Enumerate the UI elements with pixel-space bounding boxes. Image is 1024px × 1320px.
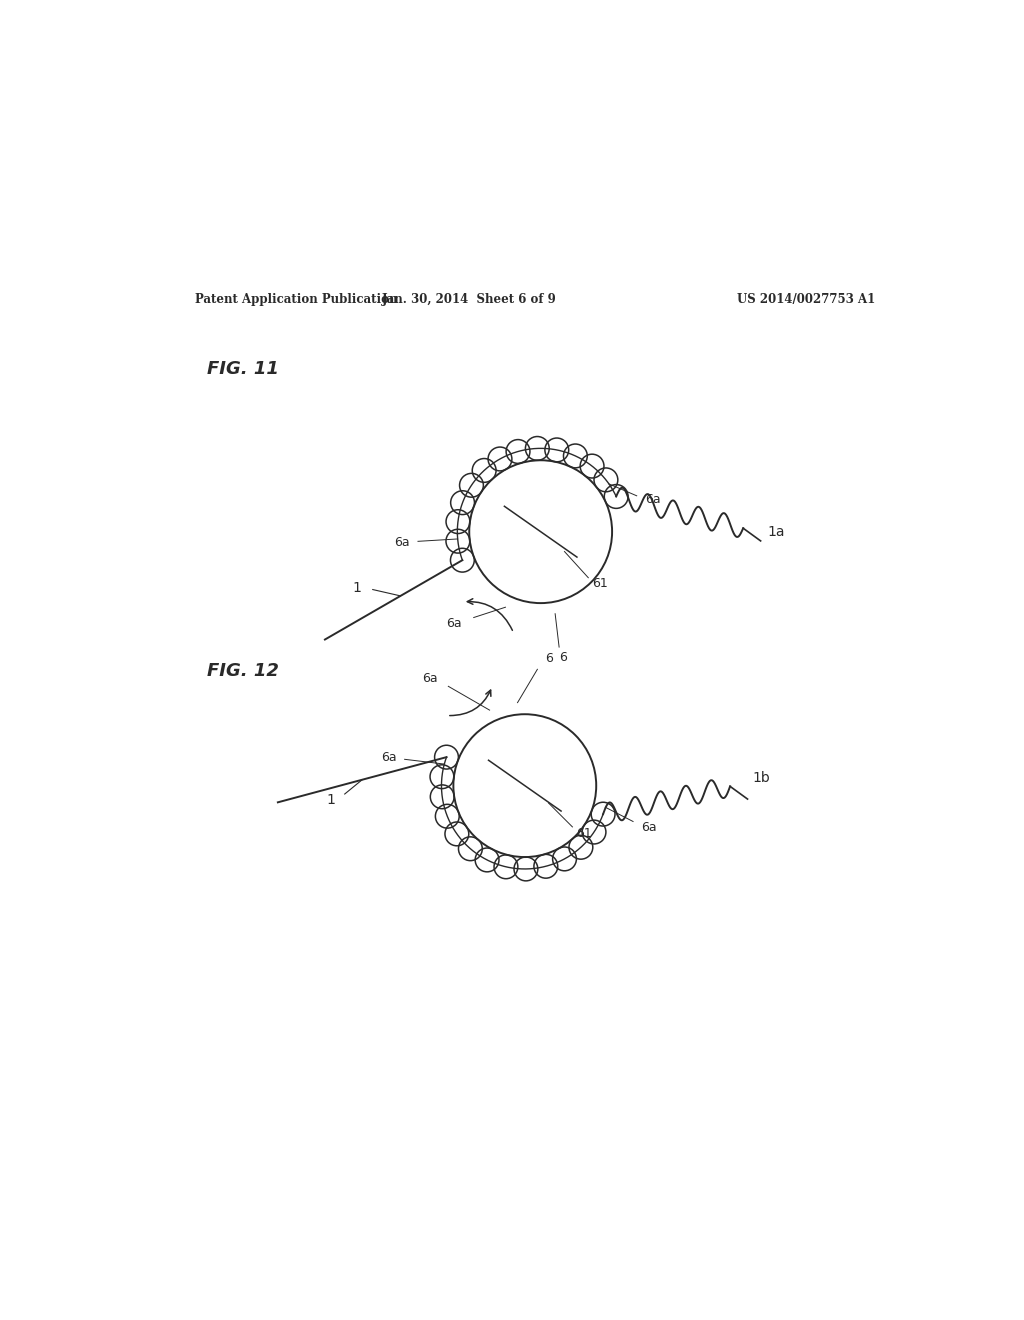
Text: 61: 61: [577, 826, 592, 840]
Text: Patent Application Publication: Patent Application Publication: [196, 293, 398, 306]
Text: 6a: 6a: [394, 536, 410, 549]
Text: 6a: 6a: [381, 751, 396, 764]
Text: 1b: 1b: [753, 771, 770, 785]
Text: 1: 1: [326, 792, 335, 807]
Text: 1a: 1a: [767, 525, 784, 539]
Text: 6a: 6a: [641, 821, 656, 833]
Text: FIG. 12: FIG. 12: [207, 661, 280, 680]
Text: FIG. 11: FIG. 11: [207, 360, 280, 378]
Text: 6a: 6a: [645, 494, 660, 507]
Text: Jan. 30, 2014  Sheet 6 of 9: Jan. 30, 2014 Sheet 6 of 9: [382, 293, 557, 306]
Text: 6: 6: [546, 652, 553, 665]
Text: 6: 6: [559, 651, 567, 664]
Text: 1: 1: [352, 581, 361, 595]
Text: 6a: 6a: [446, 616, 462, 630]
Text: 61: 61: [592, 577, 608, 590]
Text: 6a: 6a: [422, 672, 438, 685]
Text: US 2014/0027753 A1: US 2014/0027753 A1: [737, 293, 876, 306]
